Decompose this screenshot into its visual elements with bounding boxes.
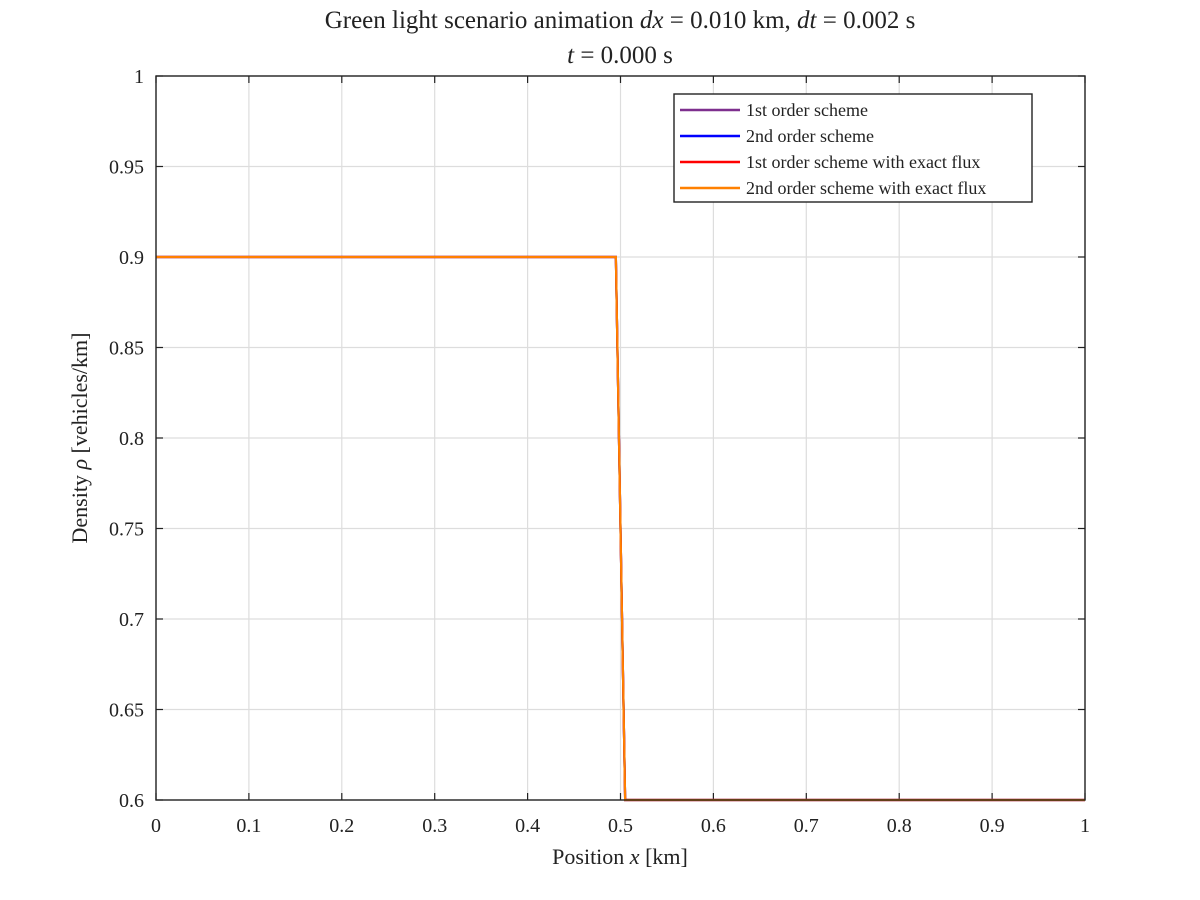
title-dt-var: dt bbox=[797, 7, 818, 34]
title-prefix: Green light scenario animation bbox=[325, 7, 640, 34]
x-tick-label: 0.8 bbox=[887, 815, 912, 837]
legend-label-1: 1st order scheme bbox=[746, 100, 868, 120]
legend-label-4: 2nd order scheme with exact flux bbox=[746, 178, 986, 198]
y-tick-label: 0.95 bbox=[109, 157, 144, 179]
subtitle-value: = 0.000 s bbox=[574, 42, 673, 69]
y-tick-label: 0.75 bbox=[109, 519, 144, 541]
y-tick-label: 0.65 bbox=[109, 700, 144, 722]
y-axis-label-var: ρ bbox=[67, 459, 92, 471]
x-axis-label-var: x bbox=[629, 844, 640, 869]
y-axis-label-prefix: Density bbox=[67, 470, 92, 544]
title-dx-var: dx bbox=[640, 7, 664, 34]
title-dx-value: = 0.010 km, bbox=[663, 7, 797, 34]
legend-label-2: 2nd order scheme bbox=[746, 126, 874, 146]
chart-title: Green light scenario animation dx = 0.01… bbox=[325, 7, 916, 34]
x-axis-label-suffix: [km] bbox=[640, 844, 688, 869]
x-axis-label: Position x [km] bbox=[552, 844, 688, 869]
y-tick-labels: 0.6 0.65 0.7 0.75 0.8 0.85 0.9 0.95 1 bbox=[109, 66, 144, 812]
x-tick-label: 0.4 bbox=[515, 815, 540, 837]
chart-legend: 1st order scheme 2nd order scheme 1st orde… bbox=[673, 93, 1033, 203]
y-tick-label: 0.7 bbox=[119, 609, 144, 631]
axes-frame bbox=[155, 75, 1086, 801]
y-tick-label: 0.6 bbox=[119, 790, 144, 812]
x-tick-label: 0.6 bbox=[701, 815, 726, 837]
x-tick-labels: 0 0.1 0.2 0.3 0.4 0.5 0.6 0.7 0.8 0.9 1 bbox=[151, 815, 1090, 837]
x-tick-label: 0.1 bbox=[236, 815, 261, 837]
x-tick-label: 0 bbox=[151, 815, 161, 837]
x-tick-label: 1 bbox=[1080, 815, 1090, 837]
y-tick-label: 1 bbox=[134, 66, 144, 88]
x-tick-label: 0.3 bbox=[422, 815, 447, 837]
legend-box bbox=[673, 93, 1033, 203]
y-axis-label-suffix: [vehicles/km] bbox=[67, 333, 92, 459]
title-dt-value: = 0.002 s bbox=[816, 7, 915, 34]
legend-items: 1st order scheme 2nd order scheme 1st orde… bbox=[680, 100, 986, 198]
x-tick-label: 0.9 bbox=[980, 815, 1005, 837]
x-tick-label: 0.5 bbox=[608, 815, 633, 837]
y-axis-label: Density ρ [vehicles/km] bbox=[67, 333, 92, 544]
x-tick-label: 0.2 bbox=[329, 815, 354, 837]
legend-label-3: 1st order scheme with exact flux bbox=[746, 152, 980, 172]
subtitle-var: t bbox=[567, 42, 575, 69]
chart-subtitle: t = 0.000 s bbox=[567, 42, 673, 69]
y-tick-label: 0.85 bbox=[109, 338, 144, 360]
y-tick-label: 0.9 bbox=[119, 247, 144, 269]
y-tick-label: 0.8 bbox=[119, 428, 144, 450]
x-tick-label: 0.7 bbox=[794, 815, 819, 837]
x-axis-label-prefix: Position bbox=[552, 844, 630, 869]
